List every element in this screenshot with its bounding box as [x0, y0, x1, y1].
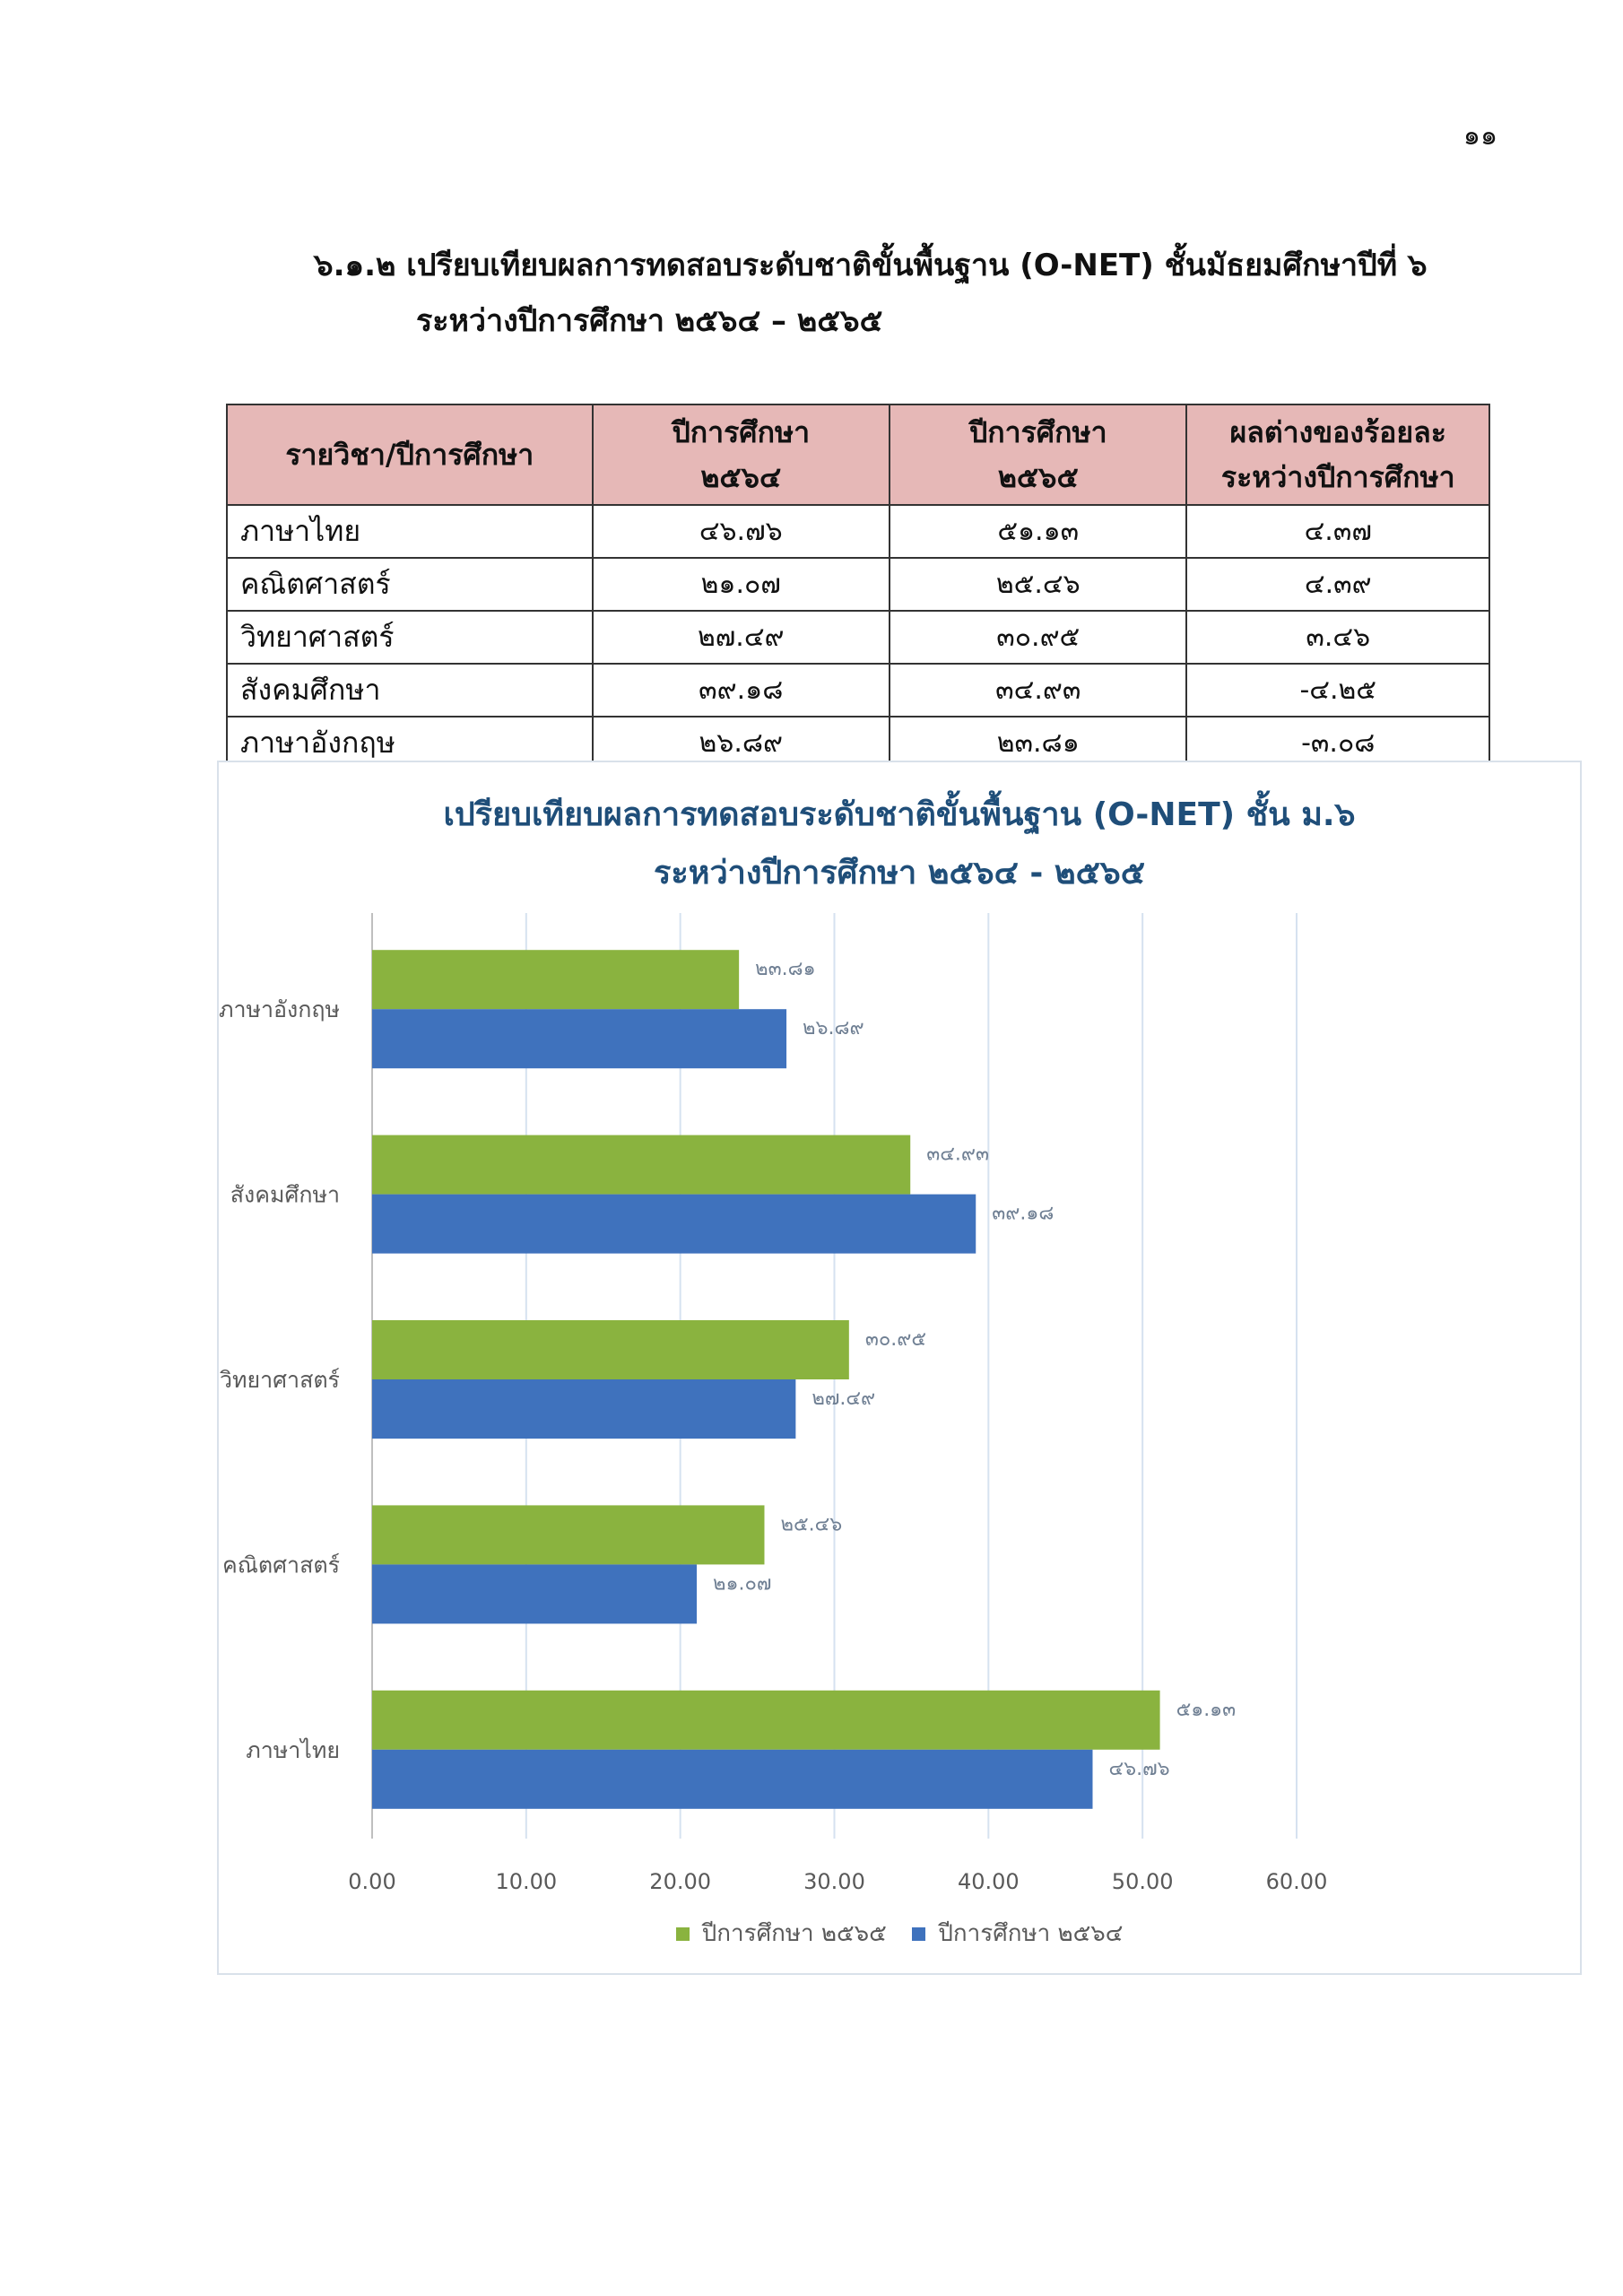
- legend-label-2564: ปีการศึกษา ๒๕๖๔: [938, 1920, 1124, 1947]
- data-label: ๓๙.๑๘: [992, 1203, 1054, 1225]
- table-row: วิทยาศาสตร์ ๒๗.๔๙ ๓๐.๙๕ ๓.๔๖: [226, 610, 1490, 665]
- bar-2564: [372, 1749, 1093, 1809]
- bar-2565: [372, 950, 740, 1010]
- comparison-table: รายวิชา/ปีการศึกษา ปีการศึกษา ๒๕๖๔ ปีการศ…: [226, 404, 1490, 770]
- cell-subject: สังคมศึกษา: [226, 663, 594, 718]
- table-row: ภาษาไทย ๔๖.๗๖ ๕๑.๑๓ ๔.๓๗: [226, 504, 1490, 559]
- x-tick-label: 60.00: [1266, 1869, 1328, 1894]
- legend-swatch-2565: [675, 1927, 690, 1941]
- chart-title: เปรียบเทียบผลการทดสอบระดับชาติขั้นพื้นฐา…: [444, 790, 1356, 835]
- cell-score-2565: ๓๐.๙๕: [888, 610, 1188, 665]
- x-tick-label: 40.00: [958, 1869, 1020, 1894]
- header-year-2565: ปีการศึกษา ๒๕๖๕: [888, 404, 1188, 506]
- data-label: ๕๑.๑๓: [1176, 1699, 1237, 1721]
- table-row: สังคมศึกษา ๓๙.๑๘ ๓๔.๙๓ -๔.๒๕: [226, 663, 1490, 718]
- cell-score-2565: ๕๑.๑๓: [888, 504, 1188, 559]
- y-category-label: วิทยาศาสตร์: [220, 1367, 340, 1393]
- chart-legend: ปีการศึกษา ๒๕๖๕ ปีการศึกษา ๒๕๖๔: [219, 1915, 1580, 1952]
- bar-2565: [372, 1690, 1160, 1750]
- legend-item-2565: ปีการศึกษา ๒๕๖๕: [675, 1915, 887, 1952]
- y-category-label: ภาษาไทย: [246, 1737, 340, 1763]
- cell-difference: ๔.๓๙: [1185, 557, 1490, 612]
- data-label: ๒๗.๔๙: [812, 1387, 875, 1410]
- data-label: ๒๖.๘๙: [803, 1017, 864, 1039]
- header-subject: รายวิชา/ปีการศึกษา: [226, 404, 594, 506]
- bar-2565: [372, 1320, 849, 1379]
- cell-score-2564: ๓๙.๑๘: [591, 663, 891, 718]
- data-label: ๒๓.๘๑: [755, 958, 815, 980]
- bar-2564: [372, 1009, 787, 1069]
- data-label: ๔๖.๗๖: [1108, 1758, 1169, 1780]
- heading-line-2: ระหว่างปีการศึกษา ๒๕๖๔ – ๒๕๖๕: [416, 303, 883, 339]
- data-label: ๓๐.๙๕: [865, 1328, 926, 1351]
- x-tick-label: 30.00: [803, 1869, 865, 1894]
- x-tick-label: 20.00: [649, 1869, 711, 1894]
- cell-difference: ๔.๓๗: [1185, 504, 1490, 559]
- cell-score-2564: ๔๖.๗๖: [591, 504, 891, 559]
- chart-subtitle: ระหว่างปีการศึกษา ๒๕๖๔ - ๒๕๖๕: [654, 855, 1145, 891]
- y-category-label: สังคมศึกษา: [230, 1182, 340, 1208]
- y-category-label: ภาษาอังกฤษ: [219, 996, 340, 1022]
- bar-2565: [372, 1135, 911, 1195]
- cell-difference: -๔.๒๕: [1185, 663, 1490, 718]
- x-tick-label: 50.00: [1112, 1869, 1174, 1894]
- bar-2565: [372, 1505, 765, 1565]
- data-label: ๒๕.๔๖: [780, 1513, 842, 1535]
- heading-line-1: ๖.๑.๒ เปรียบเทียบผลการทดสอบระดับชาติขั้น…: [314, 248, 1428, 283]
- bar-2564: [372, 1564, 698, 1624]
- x-tick-label: 10.00: [495, 1869, 557, 1894]
- data-label: ๓๔.๙๓: [926, 1144, 989, 1166]
- cell-score-2565: ๓๔.๙๓: [888, 663, 1188, 718]
- chart-container: เปรียบเทียบผลการทดสอบระดับชาติขั้นพื้นฐา…: [217, 761, 1582, 1975]
- table-header-row: รายวิชา/ปีการศึกษา ปีการศึกษา ๒๕๖๔ ปีการศ…: [226, 404, 1490, 506]
- bar-2564: [372, 1379, 796, 1439]
- bar-chart: เปรียบเทียบผลการทดสอบระดับชาติขั้นพื้นฐา…: [219, 790, 1356, 1894]
- legend-label-2565: ปีการศึกษา ๒๕๖๕: [701, 1920, 887, 1947]
- section-heading: ๖.๑.๒ เปรียบเทียบผลการทดสอบระดับชาติขั้น…: [314, 238, 1428, 349]
- cell-score-2564: ๒๗.๔๙: [591, 610, 891, 665]
- header-difference: ผลต่างของร้อยละ ระหว่างปีการศึกษา: [1185, 404, 1490, 506]
- legend-swatch-2564: [912, 1927, 926, 1941]
- x-tick-label: 0.00: [348, 1869, 395, 1894]
- cell-subject: คณิตศาสตร์: [226, 557, 594, 612]
- cell-difference: ๓.๔๖: [1185, 610, 1490, 665]
- cell-score-2565: ๒๕.๔๖: [888, 557, 1188, 612]
- cell-subject: ภาษาไทย: [226, 504, 594, 559]
- page-number: ๑๑: [1462, 120, 1497, 152]
- header-year-2564: ปีการศึกษา ๒๕๖๔: [591, 404, 891, 506]
- data-label: ๒๑.๐๗: [713, 1572, 771, 1595]
- cell-score-2564: ๒๑.๐๗: [591, 557, 891, 612]
- table-row: คณิตศาสตร์ ๒๑.๐๗ ๒๕.๔๖ ๔.๓๙: [226, 557, 1490, 612]
- bar-2564: [372, 1194, 976, 1254]
- labels: 0.00 10.00 20.00 30.00 40.00 50.00 60.00 ภาษาอั…: [219, 958, 1327, 1894]
- legend-item-2564: ปีการศึกษา ๒๕๖๔: [912, 1915, 1123, 1952]
- cell-subject: วิทยาศาสตร์: [226, 610, 594, 665]
- y-category-label: คณิตศาสตร์: [222, 1552, 340, 1578]
- bars: [372, 950, 1160, 1809]
